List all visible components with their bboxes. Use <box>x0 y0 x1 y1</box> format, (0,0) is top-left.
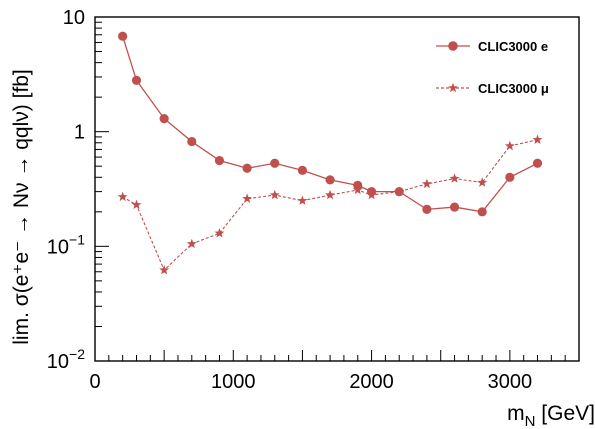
data-point <box>297 195 308 205</box>
data-point <box>532 134 543 144</box>
x-tick-label: 0 <box>89 371 100 393</box>
data-point <box>532 158 543 168</box>
data-point <box>504 140 515 151</box>
data-point <box>325 175 335 185</box>
data-point <box>297 165 308 175</box>
legend-marker <box>448 41 458 51</box>
data-point <box>449 173 460 183</box>
data-point <box>449 202 460 212</box>
x-tick-label: 1000 <box>211 371 256 393</box>
x-tick-label: 3000 <box>488 371 533 393</box>
data-point <box>352 184 363 195</box>
data-point <box>421 178 432 189</box>
data-point <box>366 189 377 200</box>
data-point <box>242 163 252 173</box>
data-point <box>214 155 225 166</box>
y-tick-label: 10 <box>63 7 85 29</box>
y-tick-label: 1 <box>74 122 85 144</box>
data-point <box>214 228 225 238</box>
series-line <box>122 36 538 213</box>
data-point <box>131 199 142 210</box>
legend-label: CLIC3000 μ <box>478 81 549 96</box>
data-point <box>394 186 405 196</box>
data-point <box>422 204 432 214</box>
data-point <box>131 75 142 85</box>
data-point <box>186 238 197 249</box>
y-tick-label: 10−2 <box>47 346 85 373</box>
x-axis-title: mN [GeV] <box>507 402 595 429</box>
data-point <box>269 189 280 200</box>
plot-frame <box>94 16 580 362</box>
data-point <box>325 189 336 200</box>
data-point <box>477 207 487 217</box>
data-point <box>159 114 169 124</box>
data-point <box>477 177 488 187</box>
data-point <box>118 31 128 41</box>
data-point <box>159 264 170 275</box>
y-axis-title: lim. σ(e⁺e⁻ → Nν → qqlν) [fb] <box>10 69 33 345</box>
data-point <box>242 193 253 203</box>
data-point <box>117 191 128 202</box>
y-tick-label: 10−1 <box>47 231 85 258</box>
legend-label: CLIC3000 e <box>478 39 548 54</box>
series-line <box>122 139 538 272</box>
data-point <box>270 158 280 168</box>
x-tick-label: 2000 <box>349 371 394 393</box>
data-point <box>187 136 197 147</box>
legend-marker <box>448 82 458 93</box>
data-point <box>505 172 515 182</box>
